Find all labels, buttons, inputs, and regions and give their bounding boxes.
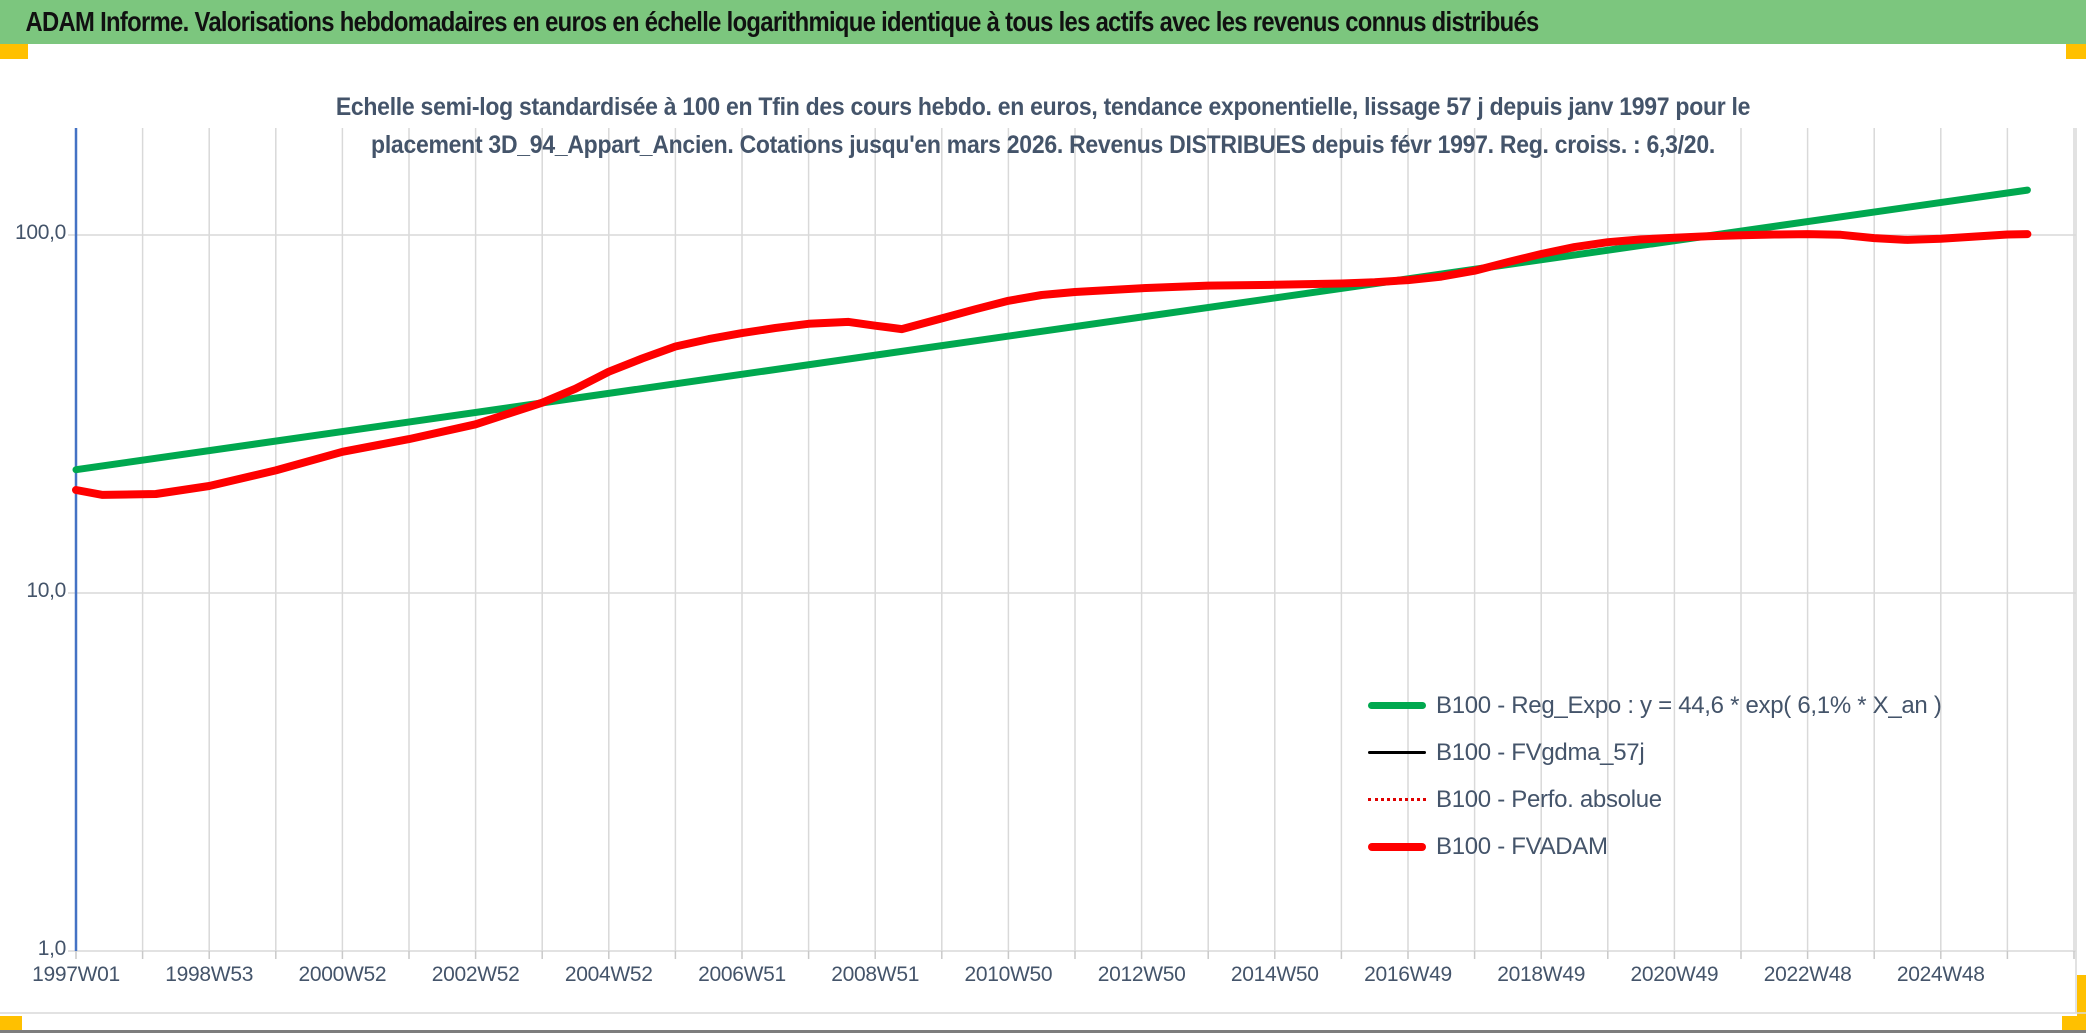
x-tick-label: 2014W50 xyxy=(1230,963,1319,986)
x-tick-label: 2018W49 xyxy=(1497,963,1586,986)
gold-accent-top-right xyxy=(2066,44,2086,59)
legend-label: B100 - Perfo. absolue xyxy=(1436,785,1662,813)
legend-line-sample-red xyxy=(1368,842,1426,851)
report-title: ADAM Informe. Valorisations hebdomadaire… xyxy=(25,6,1540,37)
x-tick-label: 2020W49 xyxy=(1630,963,1719,986)
x-tick-label: 1998W53 xyxy=(165,963,254,986)
legend-item-fvgdma: B100 - FVgdma_57j xyxy=(1368,729,1942,776)
y-axis-label-100: 100,0 xyxy=(14,221,66,244)
series-b100-fvgdma-57j xyxy=(74,232,2029,497)
x-tick-label: 2016W49 xyxy=(1364,963,1452,986)
series-b100-fvadam xyxy=(72,230,2032,499)
gold-accent-top-left xyxy=(0,44,28,59)
series-b100-perfo-absolue xyxy=(75,233,2029,496)
x-tick-label: 2024W48 xyxy=(1896,963,1985,986)
legend-item-reg-expo: B100 - Reg_Expo : y = 44,6 * exp( 6,1% *… xyxy=(1368,682,1942,729)
x-tick-label: 1997W01 xyxy=(32,963,120,986)
report-title-bar: ADAM Informe. Valorisations hebdomadaire… xyxy=(0,0,2086,44)
y-axis-label-1: 1,0 xyxy=(37,937,67,960)
legend-line-sample-green xyxy=(1368,702,1426,709)
chart-title-line2: placement 3D_94_Appart_Ancien. Cotations… xyxy=(371,131,1715,159)
chart-title-line1: Echelle semi-log standardisée à 100 en T… xyxy=(335,93,1751,121)
y-axis-label-10: 10,0 xyxy=(26,579,66,602)
x-tick-label: 2008W51 xyxy=(831,963,920,986)
x-tick-label: 2002W52 xyxy=(431,963,520,986)
x-tick-label: 2000W52 xyxy=(298,963,387,986)
x-tick-label: 2010W50 xyxy=(964,963,1053,986)
gold-accent-bottom-left xyxy=(0,1016,22,1033)
chart-legend: B100 - Reg_Expo : y = 44,6 * exp( 6,1% *… xyxy=(1368,682,1942,870)
chart-title: Echelle semi-log standardisée à 100 en T… xyxy=(83,88,2002,164)
x-tick-label: 2004W52 xyxy=(564,963,653,986)
gold-accent-right-strip xyxy=(2077,975,2086,1033)
x-tick-label: 2012W50 xyxy=(1097,963,1186,986)
window-bottom-edge xyxy=(0,1030,2086,1033)
legend-item-fvadam: B100 - FVADAM xyxy=(1368,823,1942,870)
legend-line-sample-red-dotted xyxy=(1368,798,1426,801)
legend-label: B100 - FVADAM xyxy=(1436,832,1608,860)
x-tick-label: 2006W51 xyxy=(698,963,786,986)
legend-item-perfo-absolue: B100 - Perfo. absolue xyxy=(1368,776,1942,823)
legend-label: B100 - Reg_Expo : y = 44,6 * exp( 6,1% *… xyxy=(1436,691,1942,719)
x-tick-label: 2022W48 xyxy=(1763,963,1852,986)
legend-line-sample-black xyxy=(1368,751,1426,754)
gold-accent-bottom-right xyxy=(2062,1016,2086,1033)
legend-label: B100 - FVgdma_57j xyxy=(1436,738,1645,766)
